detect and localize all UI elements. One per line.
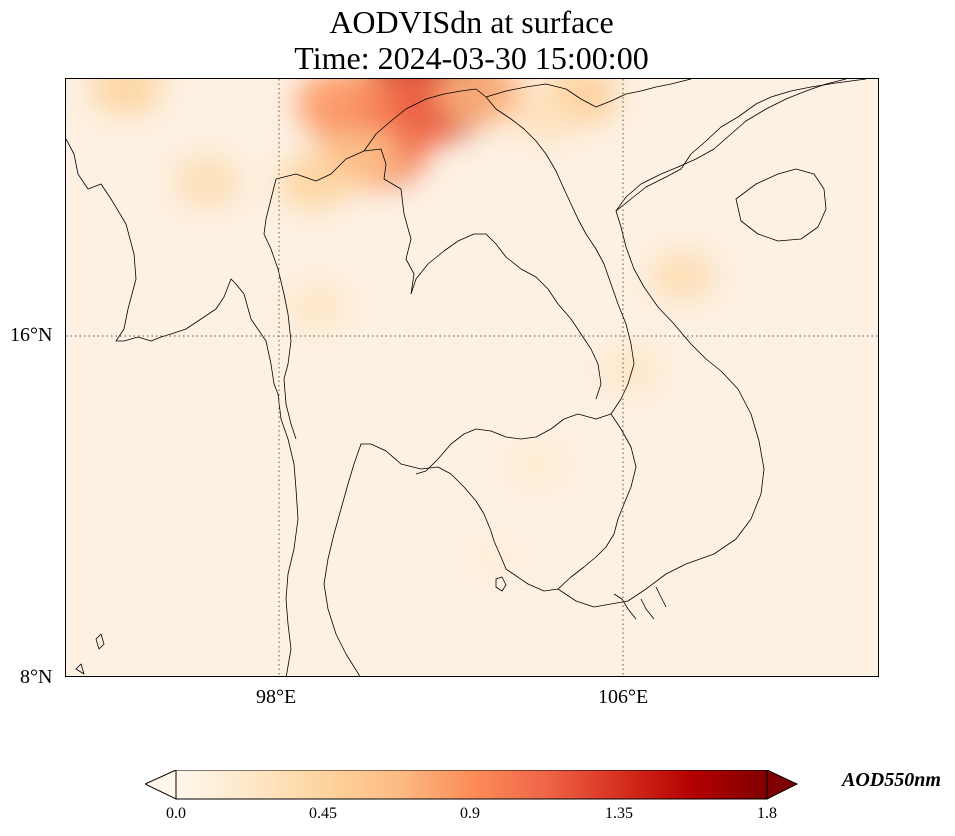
colorbar-gradient	[175, 770, 768, 800]
myanmar-thailand-border	[263, 148, 415, 440]
aod-hotspot	[278, 153, 351, 210]
aod-hotspot	[173, 155, 241, 208]
colorbar	[145, 770, 799, 800]
lon-tick-98E: 98°E	[256, 686, 297, 708]
aod-hotspot	[649, 250, 717, 302]
mekong-delta	[613, 586, 667, 620]
aod-hotspot	[508, 442, 566, 487]
laos-border	[363, 88, 635, 440]
thailand-cambodia-border	[415, 428, 522, 475]
map-panel	[65, 78, 879, 677]
aod-hotspot	[600, 346, 663, 394]
aod-hotspot	[89, 79, 163, 116]
gridlines	[66, 79, 878, 676]
map-subtitle-time: Time: 2024-03-30 15:00:00	[294, 40, 649, 76]
map-title: AODVISdn at surface	[329, 4, 614, 40]
tonkin-coastline	[615, 79, 867, 212]
aod-hotspot	[467, 537, 522, 580]
andaman-islands	[75, 633, 105, 675]
colorbar-tick: 1.35	[605, 805, 633, 822]
colorbar-label: AOD550nm	[842, 769, 941, 791]
aod-map	[66, 79, 878, 676]
colorbar-tick: 0.9	[460, 805, 480, 822]
vietnam-china-border	[485, 79, 692, 108]
mainland-coastline	[66, 79, 847, 676]
colorbar-tick: 1.8	[757, 805, 777, 822]
colorbar-extend-max	[766, 770, 799, 800]
aod-heat-layer	[89, 79, 717, 580]
lat-tick-16N: 16°N	[10, 324, 53, 346]
colorbar-extend-min	[145, 770, 177, 800]
coastlines-borders	[66, 79, 867, 676]
lon-tick-106E: 106°E	[598, 686, 649, 708]
colorbar-tick: 0.45	[309, 805, 337, 822]
lat-tick-8N: 8°N	[20, 666, 53, 688]
aod-hotspot	[288, 282, 350, 330]
cambodia-vietnam-border	[557, 413, 637, 590]
hainan-island	[735, 168, 827, 242]
phu-quoc-island	[495, 576, 507, 592]
aod-hotspot	[513, 92, 578, 143]
colorbar-tick: 0.0	[166, 805, 186, 822]
